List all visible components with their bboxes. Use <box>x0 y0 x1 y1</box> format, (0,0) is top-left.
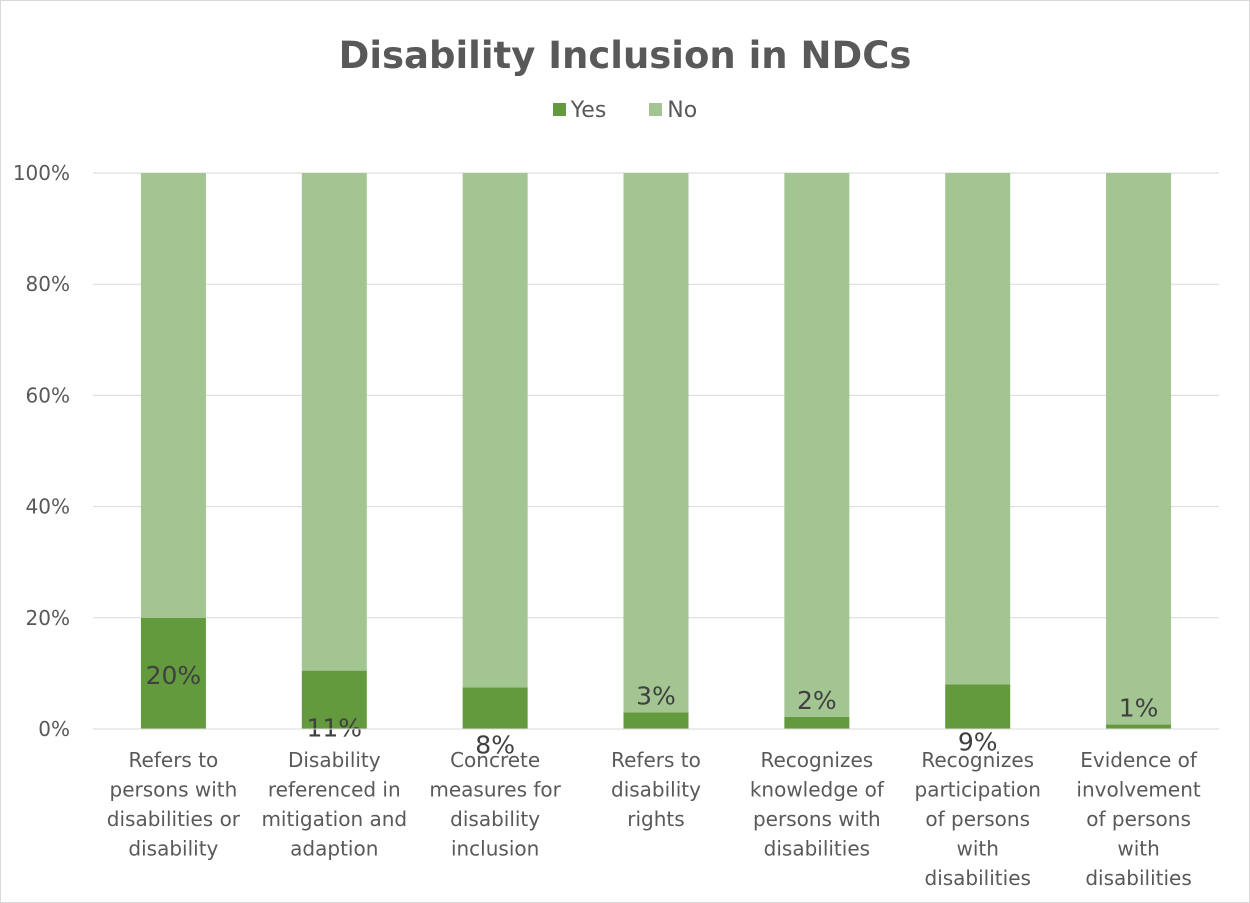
bar-no <box>945 173 1011 685</box>
category-label: Recognizes participation of persons with dis… <box>915 748 1041 890</box>
y-tick-label: 0% <box>38 717 70 741</box>
category-label: Refers to disability rights <box>611 748 701 831</box>
data-label: 3% <box>636 681 676 710</box>
legend-label-no: No <box>667 98 698 123</box>
legend-swatch-yes <box>552 102 566 116</box>
bar-yes <box>1106 724 1172 729</box>
category-label: Evidence of involvement of persons with disa… <box>1076 748 1200 890</box>
data-label: 9% <box>958 728 998 757</box>
data-label: 8% <box>475 730 515 759</box>
bar-yes <box>945 684 1011 729</box>
category-label: Refers to persons with disabilities or disa… <box>107 748 241 861</box>
y-tick-label: 20% <box>26 606 70 630</box>
bar-yes <box>784 716 850 729</box>
bar-no <box>301 173 367 671</box>
category-label: Recognizes knowledge of persons with disabi… <box>750 748 885 861</box>
data-label: 11% <box>306 714 362 743</box>
bar-no <box>623 173 689 713</box>
y-tick-label: 80% <box>26 272 70 296</box>
data-label: 1% <box>1119 694 1159 723</box>
bar-no <box>140 173 206 618</box>
bar-yes <box>623 712 689 729</box>
legend-swatch-no <box>649 102 663 116</box>
bar-yes <box>140 617 206 729</box>
legend-item-no: No <box>649 98 697 123</box>
bar-no <box>784 173 850 717</box>
bar-no <box>462 173 528 688</box>
legend-item-yes: Yes <box>552 98 607 123</box>
category-label: Disability referenced in mitigation and ada… <box>261 748 407 861</box>
data-label: 20% <box>146 661 202 690</box>
y-tick-label: 40% <box>26 495 70 519</box>
bar-no <box>1106 173 1172 725</box>
legend: Yes No <box>0 98 1250 123</box>
data-label: 2% <box>797 686 837 715</box>
bar-yes <box>301 670 367 729</box>
chart-title: Disability Inclusion in NDCs <box>338 34 912 77</box>
category-label: Concrete measures for disability inclusion <box>429 748 561 861</box>
bar-yes <box>462 687 528 729</box>
legend-label-yes: Yes <box>570 98 607 123</box>
y-tick-label: 100% <box>13 161 70 185</box>
y-tick-label: 60% <box>26 383 70 407</box>
